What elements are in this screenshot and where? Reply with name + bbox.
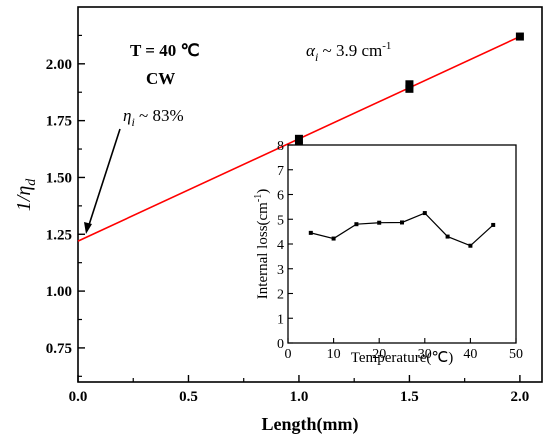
data-point: [294, 134, 303, 143]
data-point: [515, 32, 524, 41]
annotation-alpha-symbol: α: [306, 41, 316, 60]
inset-data-point: [468, 243, 473, 248]
svg-text:1/ηd: 1/ηd: [13, 178, 39, 211]
inset-data-point: [331, 236, 336, 241]
inset-y-tick-label: 8: [277, 139, 284, 154]
main-plot-frame: [77, 6, 543, 383]
inset-data-marks: [308, 211, 496, 248]
main-y-axis-title-sub: d: [24, 178, 39, 186]
inset-y-axis-title: Internal loss(cm-1): [253, 189, 271, 299]
main-y-tick-label: 1.50: [46, 170, 72, 186]
inset-x-tick-label: 20: [372, 347, 386, 362]
inset-y-tick-label: 0: [277, 337, 284, 352]
inset-y-axis-title-main: Internal loss(cm: [255, 202, 271, 299]
inset-data-point: [308, 230, 313, 235]
data-point: [405, 84, 414, 93]
annotation-eta-symbol: η: [123, 106, 131, 125]
inset-data-point: [400, 220, 404, 225]
main-axis-ticks: 0.0 0.5 1.0 1.5 2.0 0.75 1.00 1.25 1.50 1.75 2.00: [46, 34, 530, 405]
inset-x-tick-label: 10: [327, 347, 341, 362]
inset-y-tick-label: 3: [277, 263, 284, 278]
inset-plot-frame: [287, 144, 517, 344]
main-x-tick-label: 2.0: [511, 389, 530, 405]
main-x-axis-title: Length(mm): [262, 414, 359, 435]
main-y-tick-label: 1.00: [46, 284, 72, 300]
main-x-tick-label: 1.5: [400, 389, 419, 405]
inset-y-tick-label: 7: [277, 164, 284, 179]
inset-x-tick-label: 0: [285, 347, 292, 362]
inset-y-tick-label: 4: [277, 238, 284, 253]
main-y-axis-title-main: 1/η: [13, 186, 35, 212]
main-y-tick-label: 1.75: [46, 114, 72, 130]
annotation-eta-text: ~ 83%: [135, 106, 184, 125]
inset-x-tick-label: 50: [509, 347, 523, 362]
annotation-eta-arrow-line: [87, 128, 121, 229]
inset-data-point: [445, 234, 450, 239]
annotation-alpha-text: ~ 3.9 cm: [318, 41, 382, 60]
inset-data-point: [377, 220, 382, 225]
main-y-tick-label: 2.00: [46, 57, 72, 73]
annotation-eta: ηi ~ 83%: [123, 106, 184, 129]
inset-y-axis-title-sup: -1: [253, 194, 264, 202]
main-y-tick-label: 0.75: [46, 341, 72, 357]
svg-text:Internal loss(cm-1): Internal loss(cm-1): [253, 189, 271, 299]
annotation-alpha-sub: i: [315, 50, 318, 64]
annotation-alpha-sup: -1: [382, 40, 391, 52]
inset-x-tick-label: 30: [418, 347, 432, 362]
annotation-eta-arrow-head: [84, 222, 92, 234]
inset-y-tick-label: 5: [277, 213, 284, 228]
inset-x-tick-label: 40: [463, 347, 477, 362]
main-y-axis-title: 1/ηd: [13, 178, 39, 211]
main-x-tick-label: 1.0: [290, 389, 309, 405]
inset-axis-ticks: 0 10 20 30 40 50 0 1 2 3 4 5 6 7 8: [277, 139, 523, 362]
main-x-tick-label: 0.5: [179, 389, 198, 405]
inset-data-point: [491, 222, 496, 227]
inset-y-tick-label: 2: [277, 288, 284, 303]
annotation-alpha: αi ~ 3.9 cm-1: [306, 40, 391, 64]
main-x-tick-label: 0.0: [69, 389, 88, 405]
inset-y-tick-label: 1: [277, 312, 284, 327]
inset-x-axis-title: Temperature(℃): [351, 350, 453, 366]
annotation-mode: CW: [146, 69, 175, 88]
data-point: [405, 80, 414, 89]
inset-data-point: [422, 211, 427, 216]
main-y-tick-label: 1.25: [46, 227, 72, 243]
inset-y-axis-title-end: ): [255, 189, 271, 194]
inset-data-point: [354, 222, 359, 227]
annotation-temperature: T = 40 ℃: [130, 41, 200, 60]
annotation-eta-sub: i: [131, 115, 134, 129]
inset-y-tick-label: 6: [277, 189, 284, 204]
